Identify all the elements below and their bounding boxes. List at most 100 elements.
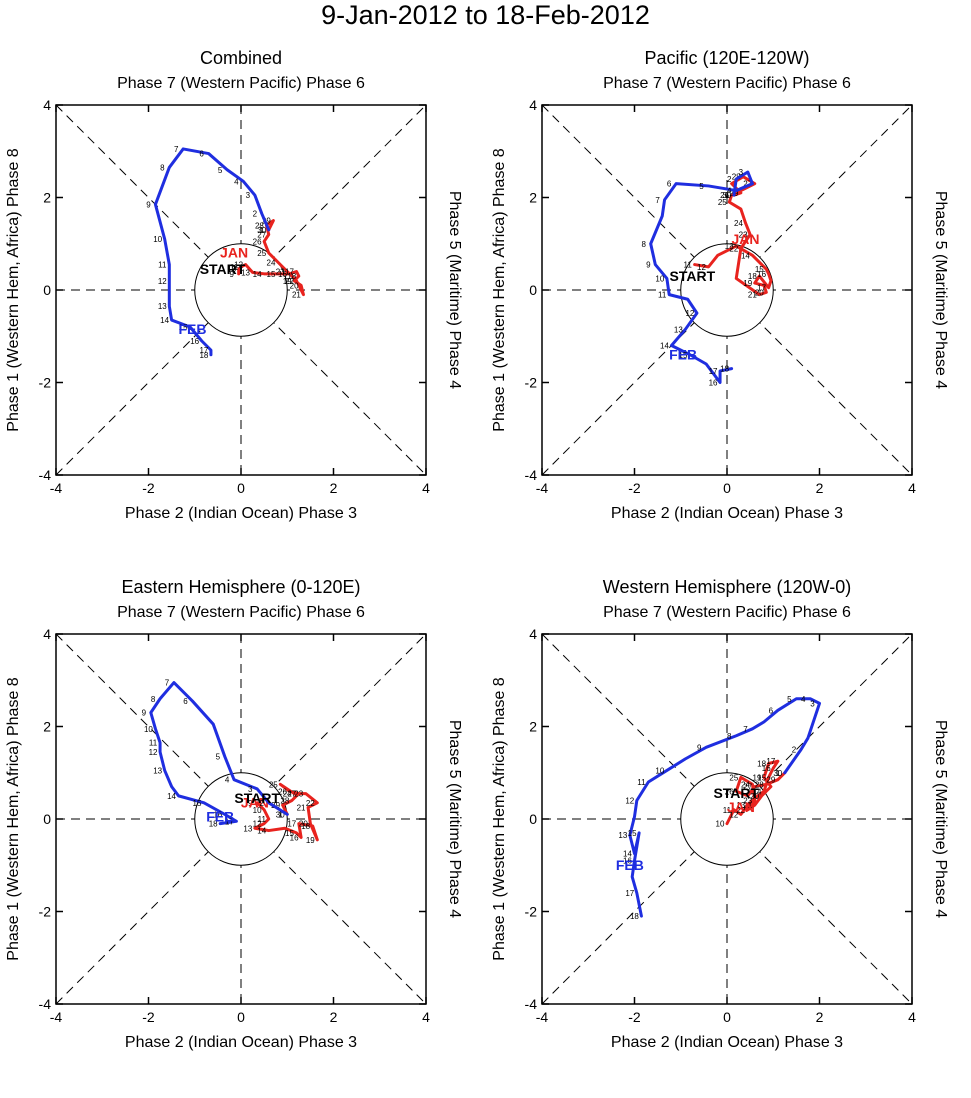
day-label: 27 [287, 790, 296, 799]
day-label: 9 [229, 270, 234, 279]
day-label: 8 [641, 240, 646, 249]
day-label: 12 [234, 261, 243, 270]
day-label: 17 [625, 889, 634, 898]
day-label: 4 [801, 695, 806, 704]
x-tick-label: 0 [723, 1009, 731, 1025]
day-label: 10 [655, 274, 664, 283]
y-tick-label: 0 [43, 811, 51, 827]
day-label: 4 [225, 776, 230, 785]
day-label: 15 [628, 829, 637, 838]
day-label: 11 [658, 291, 667, 300]
day-label: 21 [748, 291, 757, 300]
y-tick-label: -2 [525, 375, 538, 391]
day-label: 21 [297, 803, 306, 812]
day-label: 1 [278, 810, 283, 819]
top-axis-label: Phase 7 (Western Pacific) Phase 6 [117, 75, 365, 92]
day-label: 15 [179, 323, 188, 332]
day-label: 1 [776, 769, 781, 778]
day-label: 26 [725, 787, 734, 796]
bottom-axis-label: Phase 2 (Indian Ocean) Phase 3 [125, 505, 357, 522]
y-tick-label: -2 [39, 375, 52, 391]
day-label: 28 [280, 797, 289, 806]
y-tick-label: 2 [43, 719, 51, 735]
x-tick-label: -4 [536, 480, 549, 496]
day-label: 14 [167, 792, 176, 801]
day-label: 21 [292, 291, 301, 300]
day-label: 25 [718, 198, 727, 207]
day-label: 13 [674, 325, 683, 334]
day-label: 25 [269, 780, 278, 789]
day-label: 2 [253, 210, 258, 219]
day-label: 26 [720, 191, 729, 200]
series-line-jan [253, 782, 319, 842]
day-label: 13 [725, 242, 734, 251]
day-label: 5 [218, 166, 223, 175]
day-label: 29 [766, 776, 775, 785]
day-label: 10 [144, 725, 153, 734]
y-tick-label: 0 [43, 282, 51, 298]
day-label: 7 [174, 145, 179, 154]
day-label: 1 [725, 191, 730, 200]
day-label: 7 [165, 679, 170, 688]
day-label: 23 [276, 268, 285, 277]
day-label: 24 [734, 219, 743, 228]
day-label: 28 [755, 780, 764, 789]
day-label: 17 [757, 284, 766, 293]
y-tick-label: -4 [39, 996, 52, 1012]
x-tick-label: -2 [628, 1009, 641, 1025]
y-tick-label: 4 [43, 626, 51, 642]
day-label: 26 [278, 787, 287, 796]
day-label: 21 [743, 801, 752, 810]
day-label: 16 [213, 810, 222, 819]
day-label: 15 [285, 829, 294, 838]
day-label: 20 [750, 792, 759, 801]
day-label: 17 [285, 268, 294, 277]
day-label: 5 [699, 182, 704, 191]
y-tick-label: 4 [529, 626, 537, 642]
x-tick-label: 0 [237, 480, 245, 496]
right-axis-label: Phase 5 (Maritime) Phase 4 [446, 720, 463, 918]
start-label: START [234, 790, 280, 806]
day-label: 1 [260, 226, 265, 235]
day-label: 6 [183, 697, 188, 706]
day-label: 26 [253, 237, 262, 246]
day-label: 12 [158, 277, 167, 286]
top-axis-label: Phase 7 (Western Pacific) Phase 6 [603, 604, 851, 621]
right-axis-label: Phase 5 (Maritime) Phase 4 [446, 191, 463, 389]
bottom-axis-label: Phase 2 (Indian Ocean) Phase 3 [125, 1034, 357, 1051]
amplitude-circle [680, 772, 774, 866]
panel-title: Combined [200, 48, 282, 68]
panel-western-hemisphere: Western Hemisphere (120W-0) Phase 7 (West… [486, 569, 971, 1098]
day-label: 15 [755, 265, 764, 274]
day-label: 16 [278, 270, 287, 279]
x-tick-label: -4 [536, 1009, 549, 1025]
day-label: 29 [262, 217, 271, 226]
day-label: 12 [149, 748, 158, 757]
left-axis-label: Phase 1 (Western Hem, Africa) Phase 8 [5, 677, 22, 960]
day-label: 11 [258, 815, 267, 824]
phase-diagram-combined: Combined Phase 7 (Western Pacific) Phase … [5, 48, 463, 522]
day-label: 9 [248, 799, 253, 808]
day-label: 18 [199, 351, 208, 360]
day-label: 22 [736, 806, 745, 815]
day-label: 16 [623, 857, 632, 866]
x-tick-label: 2 [330, 480, 338, 496]
day-label: 11 [158, 261, 167, 270]
x-tick-label: 4 [908, 1009, 916, 1025]
series-line-jan [237, 219, 305, 297]
day-label: 13 [243, 824, 252, 833]
day-label: 16 [762, 764, 771, 773]
day-label: 14 [753, 787, 762, 796]
month-label-feb: FEB [669, 346, 697, 362]
panel-title: Eastern Hemisphere (0-120E) [121, 577, 360, 597]
right-axis-label: Phase 5 (Maritime) Phase 4 [932, 720, 949, 918]
day-label: 3 [739, 168, 744, 177]
day-label: 17 [287, 820, 296, 829]
day-label: 22 [729, 244, 738, 253]
day-label: 22 [306, 799, 315, 808]
day-label: 6 [667, 180, 672, 189]
top-axis-label: Phase 7 (Western Pacific) Phase 6 [117, 604, 365, 621]
day-label: 23 [743, 797, 752, 806]
day-label: 18 [287, 272, 296, 281]
day-label: 5 [787, 695, 792, 704]
